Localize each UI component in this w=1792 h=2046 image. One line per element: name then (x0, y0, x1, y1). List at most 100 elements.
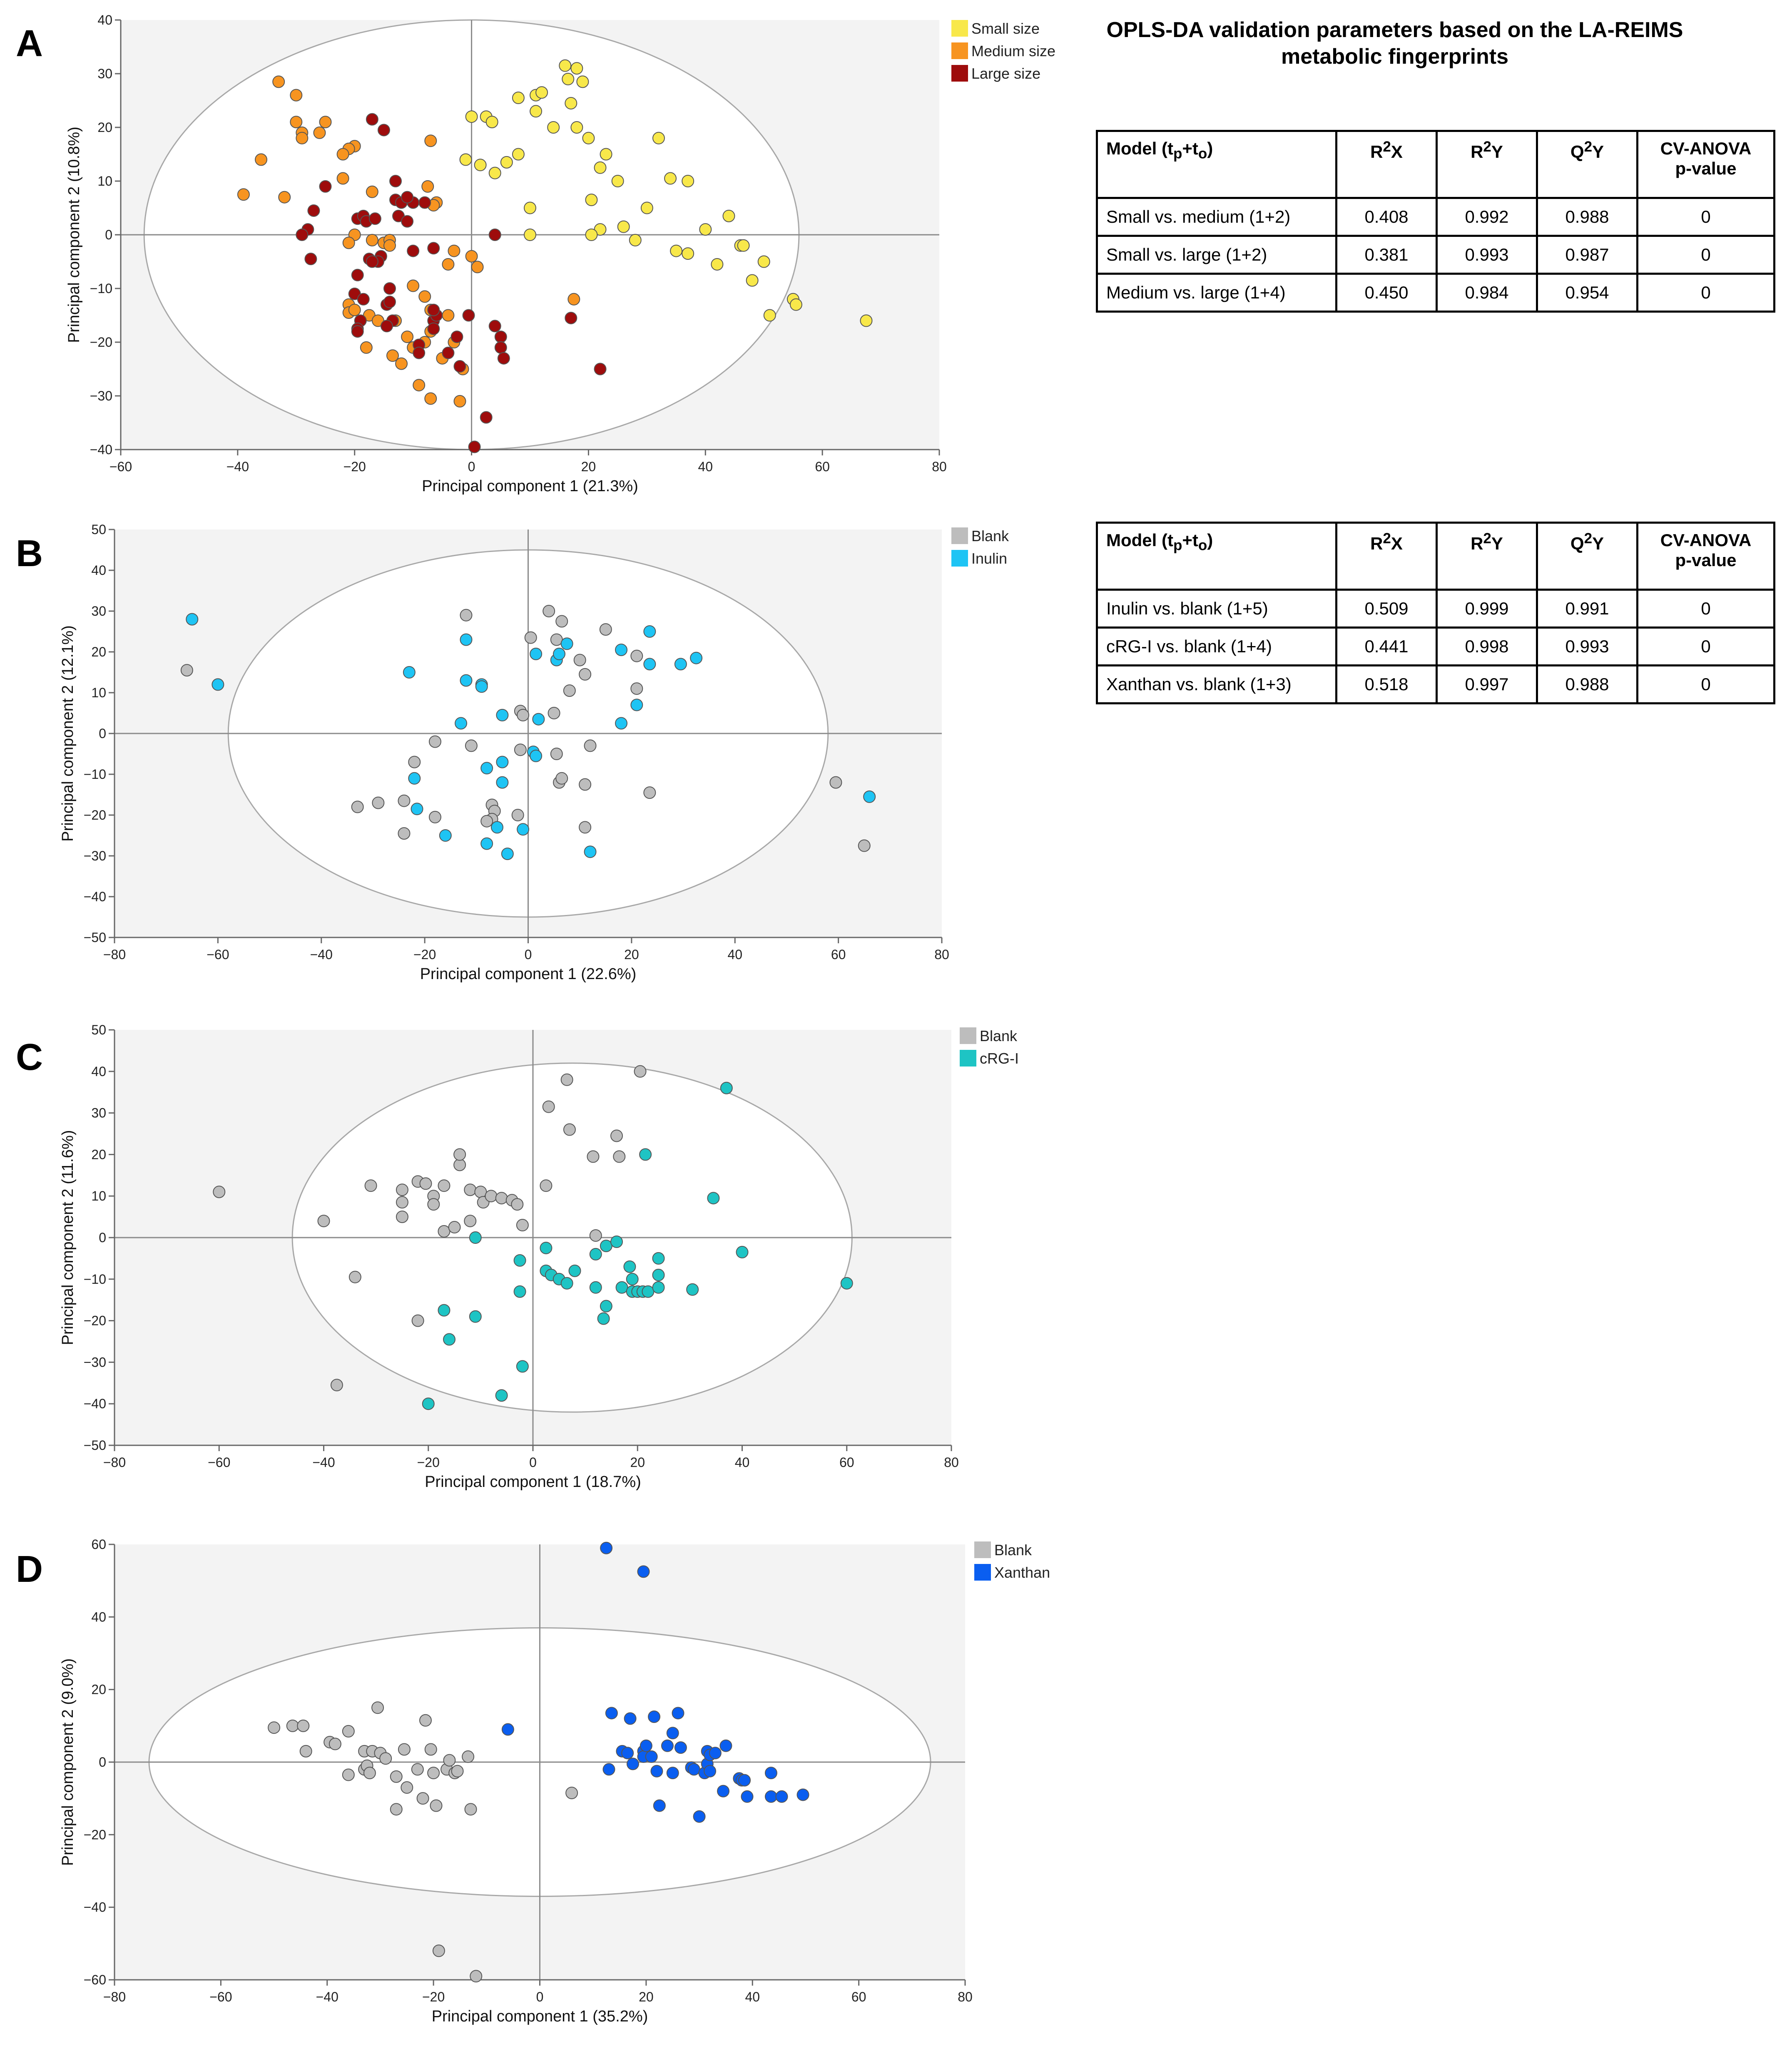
y-axis-label: Principal component 2 (11.6%) (59, 1130, 77, 1345)
data-point (416, 1792, 429, 1805)
data-point (611, 175, 624, 187)
y-tick-label: 40 (91, 563, 106, 578)
data-point (711, 258, 724, 271)
data-point (488, 229, 501, 241)
data-point (438, 1225, 450, 1238)
data-point (570, 62, 583, 75)
data-point (465, 110, 478, 123)
data-point (286, 1719, 299, 1732)
x-tick-label: 20 (639, 1989, 654, 2004)
data-point (630, 699, 643, 711)
data-point (464, 1803, 477, 1816)
data-point (699, 223, 712, 236)
table-cell: Small vs. large (1+2) (1096, 235, 1337, 275)
y-tick-label: −10 (84, 1272, 106, 1287)
table-header-cell: CV-ANOVA p-value (1636, 130, 1775, 199)
data-point (637, 1565, 650, 1578)
y-tick-label: −40 (84, 1900, 106, 1915)
x-tick-label: 60 (839, 1455, 854, 1470)
x-tick-label: 80 (934, 947, 949, 962)
data-point (540, 1179, 553, 1192)
data-point (448, 244, 460, 257)
table-cell: 0.988 (1536, 197, 1638, 237)
data-point (342, 236, 355, 249)
y-tick-label: 20 (91, 644, 106, 659)
table-header-cell: Q2Y (1536, 522, 1638, 591)
data-point (532, 713, 545, 726)
data-point (623, 1260, 636, 1273)
panel-label: D (16, 1549, 43, 1590)
data-point (462, 309, 475, 322)
x-tick-label: 0 (536, 1989, 544, 2004)
data-point (438, 1179, 450, 1192)
data-point (860, 314, 873, 327)
data-point (474, 159, 487, 172)
data-point (513, 1285, 526, 1298)
data-point (475, 680, 488, 693)
data-point (480, 815, 493, 828)
data-point (512, 92, 525, 104)
x-tick-label: 0 (525, 947, 532, 962)
chart-panel-c: −80 −60 −40 −20 0 20 40 60 80 −50 −40 −30 −20 −10 0 10 2… (16, 1022, 1019, 1491)
data-point (383, 239, 396, 252)
data-point (643, 786, 656, 799)
data-point (789, 298, 802, 311)
table-header-cell: R2Y (1436, 130, 1538, 199)
y-tick-label: 0 (105, 227, 112, 242)
data-point (737, 239, 750, 252)
y-tick-label: 0 (99, 1230, 106, 1245)
x-axis-label: Principal component 1 (35.2%) (432, 2008, 648, 2025)
data-point (383, 296, 396, 308)
data-point (565, 1787, 578, 1800)
data-point (579, 821, 592, 834)
data-point (540, 1241, 553, 1254)
legend-label: Blank (980, 1027, 1018, 1044)
data-point (443, 1333, 455, 1346)
data-point (485, 116, 498, 129)
data-point (560, 637, 573, 650)
table-header-row: Model (tp+to) R2X R2Y Q2Y CV-ANOVA p-value (1096, 130, 1775, 199)
y-tick-label: 40 (97, 12, 112, 27)
data-point (363, 1767, 376, 1780)
data-point (474, 1186, 487, 1198)
legend-swatch (951, 550, 968, 567)
data-point (585, 194, 598, 206)
table-cell: 0.984 (1436, 273, 1538, 313)
data-point (517, 823, 530, 836)
data-point (613, 1150, 626, 1163)
y-tick-label: 20 (91, 1682, 106, 1697)
data-point (582, 132, 595, 144)
data-point (664, 172, 677, 185)
data-point (395, 357, 408, 370)
data-point (530, 749, 543, 762)
data-point (693, 1810, 706, 1823)
y-tick-label: −40 (84, 1396, 106, 1411)
series-blank (180, 605, 871, 852)
data-point (278, 191, 291, 204)
data-point (567, 293, 580, 306)
table-cell: 0.992 (1436, 197, 1538, 237)
data-point (653, 1799, 666, 1812)
data-point (480, 837, 493, 850)
data-point (317, 1215, 330, 1228)
data-point (568, 1264, 581, 1277)
data-point (453, 360, 466, 373)
series-xanthan (501, 1541, 809, 1823)
table-cell: 0.993 (1436, 235, 1538, 275)
data-point (480, 762, 493, 775)
y-tick-label: 30 (91, 604, 106, 619)
data-point (336, 172, 349, 185)
data-point (459, 153, 472, 166)
table-cell: Medium vs. large (1+4) (1096, 273, 1337, 313)
data-point (424, 392, 437, 405)
data-point (460, 633, 473, 646)
data-point (687, 1763, 700, 1776)
x-tick-label: −20 (422, 1989, 445, 2004)
data-point (299, 1745, 312, 1758)
series-blank (213, 1065, 647, 1392)
x-tick-label: −80 (103, 1989, 126, 2004)
table-cell: 0.991 (1536, 589, 1638, 629)
data-point (469, 1310, 482, 1323)
legend-label: Xanthan (994, 1564, 1050, 1581)
data-point (464, 1183, 477, 1196)
